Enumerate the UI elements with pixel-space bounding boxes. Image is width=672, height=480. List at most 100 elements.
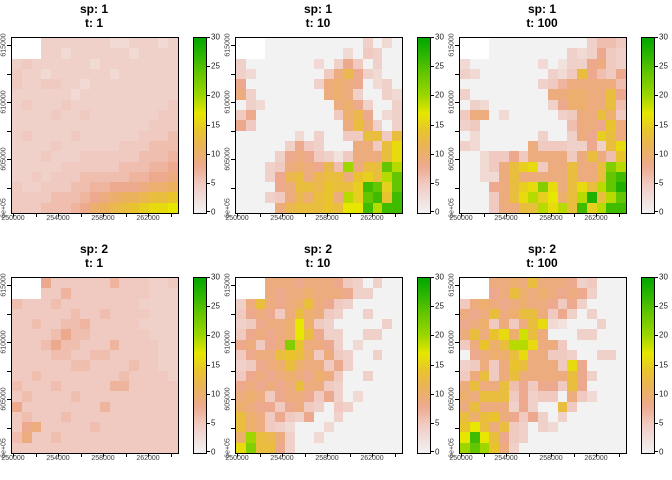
y-axis-tick — [7, 399, 11, 400]
heatmap-cell — [460, 79, 470, 90]
heatmap-na-cell — [245, 288, 256, 299]
heatmap-cell — [90, 401, 100, 412]
heatmap-cell — [362, 110, 373, 121]
heatmap-cell — [323, 89, 334, 100]
x-axis-tick — [461, 453, 462, 457]
heatmap-cell — [323, 79, 334, 90]
heatmap-cell — [586, 401, 597, 412]
y-axis-tick — [455, 427, 459, 429]
heatmap-cell — [138, 370, 149, 381]
heatmap-cell — [245, 79, 256, 90]
heatmap-cell — [148, 422, 159, 433]
colorbar-tick — [430, 66, 434, 68]
y-axis-label: 605000 — [0, 147, 8, 171]
heatmap-cell — [21, 192, 32, 203]
heatmap-cell — [508, 99, 519, 111]
heatmap-cell — [616, 360, 626, 371]
heatmap-cell — [21, 442, 32, 453]
heatmap-cell — [392, 329, 402, 340]
heatmap-cell — [70, 319, 81, 330]
heatmap-cell — [528, 79, 539, 90]
heatmap-cell — [236, 110, 246, 121]
heatmap-cell — [90, 442, 100, 453]
heatmap-cell — [99, 79, 110, 90]
heatmap-cell — [138, 298, 149, 309]
heatmap-cell — [499, 401, 509, 412]
heatmap-cell — [469, 298, 480, 309]
heatmap-cell — [392, 110, 402, 121]
heatmap-cell — [577, 298, 587, 309]
colorbar-tick — [430, 393, 434, 395]
heatmap-cell — [138, 308, 149, 320]
heatmap-cell — [41, 442, 52, 453]
heatmap-cell — [129, 202, 139, 213]
heatmap-cell — [333, 288, 344, 299]
heatmap-cell — [538, 48, 548, 59]
heatmap-cell — [499, 370, 509, 381]
heatmap-cell — [90, 38, 100, 49]
heatmap-cell — [275, 422, 285, 433]
heatmap-cell — [538, 89, 548, 100]
heatmap-cell — [80, 140, 91, 152]
heatmap-cell — [158, 140, 169, 152]
heatmap-cell — [129, 79, 139, 90]
y-axis-label: 610000 — [448, 90, 456, 114]
heatmap-cell — [333, 130, 344, 141]
heatmap-cell — [99, 171, 110, 183]
heatmap-cell — [304, 432, 315, 443]
heatmap-na-cell — [469, 288, 480, 299]
heatmap-cell — [518, 319, 529, 330]
heatmap-cell — [538, 329, 548, 340]
heatmap-cell — [284, 380, 295, 392]
heatmap-cell — [538, 442, 548, 453]
colorbar-tick — [206, 37, 210, 38]
facet-title-t: t: 10 — [305, 16, 331, 30]
heatmap-cell — [236, 89, 246, 100]
heatmap-cell — [489, 329, 500, 340]
heatmap-cell — [499, 308, 509, 320]
heatmap-na-cell — [21, 38, 32, 49]
x-axis-tick — [148, 453, 149, 457]
heatmap-cell — [158, 339, 169, 351]
heatmap-cell — [119, 298, 130, 309]
heatmap-cell — [382, 58, 393, 69]
heatmap-cell — [372, 329, 383, 340]
heatmap-cell — [528, 278, 539, 289]
heatmap-cell — [12, 182, 22, 193]
heatmap-cell — [616, 202, 626, 213]
heatmap-cell — [567, 110, 578, 121]
heatmap-cell — [158, 370, 169, 381]
heatmap-cell — [586, 422, 597, 433]
heatmap-cell — [499, 151, 509, 162]
heatmap-cell — [245, 339, 256, 351]
heatmap-cell — [538, 319, 548, 330]
heatmap-cell — [80, 380, 91, 392]
heatmap-cell — [255, 370, 266, 381]
heatmap-cell — [382, 339, 393, 351]
heatmap-cell — [21, 202, 32, 213]
heatmap-cell — [547, 171, 558, 183]
heatmap-cell — [469, 401, 480, 412]
heatmap-cell — [80, 329, 91, 340]
heatmap-cell — [12, 360, 22, 371]
heatmap-cell — [148, 391, 159, 402]
heatmap-cell — [304, 401, 315, 412]
heatmap-cell — [148, 192, 159, 203]
heatmap-cell — [499, 140, 509, 152]
heatmap-cell — [70, 151, 81, 162]
heatmap-cell — [616, 58, 626, 69]
heatmap-cell — [90, 171, 100, 183]
heatmap-cell — [70, 182, 81, 193]
x-axis-label: 250000 — [1, 455, 25, 462]
heatmap-cell — [596, 298, 607, 309]
heatmap-cell — [294, 319, 305, 330]
heatmap-cell — [333, 360, 344, 371]
heatmap-cell — [557, 79, 568, 90]
heatmap-cell — [304, 99, 315, 111]
heatmap-cell — [586, 360, 597, 371]
colorbar-label: 0 — [659, 207, 664, 217]
y-axis-label: 610000 — [0, 90, 8, 114]
heatmap-cell — [596, 151, 607, 162]
heatmap-cell — [138, 192, 149, 203]
heatmap-cell — [138, 319, 149, 330]
